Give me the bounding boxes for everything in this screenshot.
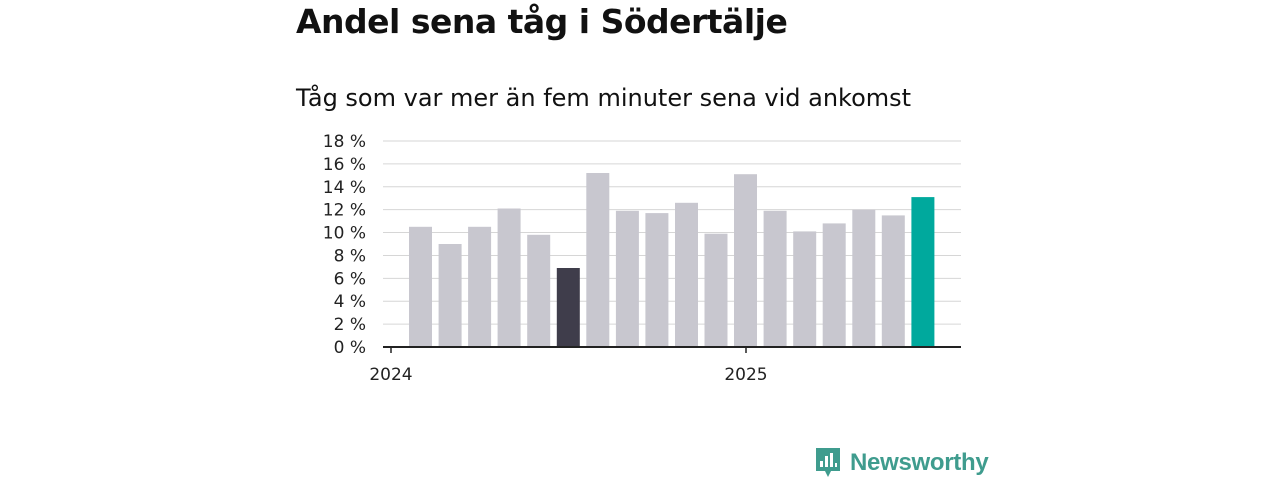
brand-logo: Newsworthy — [814, 446, 989, 480]
y-tick-label: 6 % — [334, 269, 366, 289]
bar — [527, 234, 551, 347]
bar — [409, 226, 432, 347]
y-tick-label: 2 % — [334, 315, 366, 335]
y-tick-label: 10 % — [323, 224, 366, 244]
y-tick-label: 0 % — [334, 338, 366, 358]
y-tick-label: 8 % — [334, 246, 366, 266]
x-axis-ticks: 2024 2025 — [369, 347, 768, 385]
x-tick-label: 2025 — [724, 365, 767, 385]
chart-title: Andel sena tåg i Södertälje — [296, 2, 788, 41]
bar — [881, 215, 905, 347]
y-tick-label: 4 % — [334, 292, 366, 312]
bar — [497, 208, 521, 347]
bar — [852, 209, 876, 347]
bar — [763, 210, 787, 347]
bar — [675, 202, 698, 347]
bar — [645, 213, 669, 347]
bar — [822, 223, 846, 347]
bar — [468, 226, 492, 347]
x-tick-label: 2024 — [369, 365, 412, 385]
bar — [615, 210, 639, 347]
y-axis-ticks: 0 % 2 % 4 % 6 % 8 %10 % 12 % 14 % 16 % 18 % — [323, 132, 366, 358]
newsworthy-logo-icon — [816, 448, 840, 477]
bar — [793, 231, 817, 347]
bar — [734, 174, 757, 347]
bar — [556, 268, 580, 347]
bar — [704, 233, 728, 347]
brand-name: Newsworthy — [850, 449, 989, 476]
y-tick-label: 18 % — [323, 132, 366, 152]
bar — [911, 197, 935, 347]
bar — [438, 244, 462, 347]
y-tick-label: 16 % — [323, 155, 366, 175]
chart-subtitle: Tåg som var mer än fem minuter sena vid … — [296, 84, 912, 112]
y-tick-label: 12 % — [323, 201, 366, 221]
bar — [586, 173, 610, 347]
y-tick-label: 14 % — [323, 178, 366, 198]
bars — [409, 173, 935, 347]
